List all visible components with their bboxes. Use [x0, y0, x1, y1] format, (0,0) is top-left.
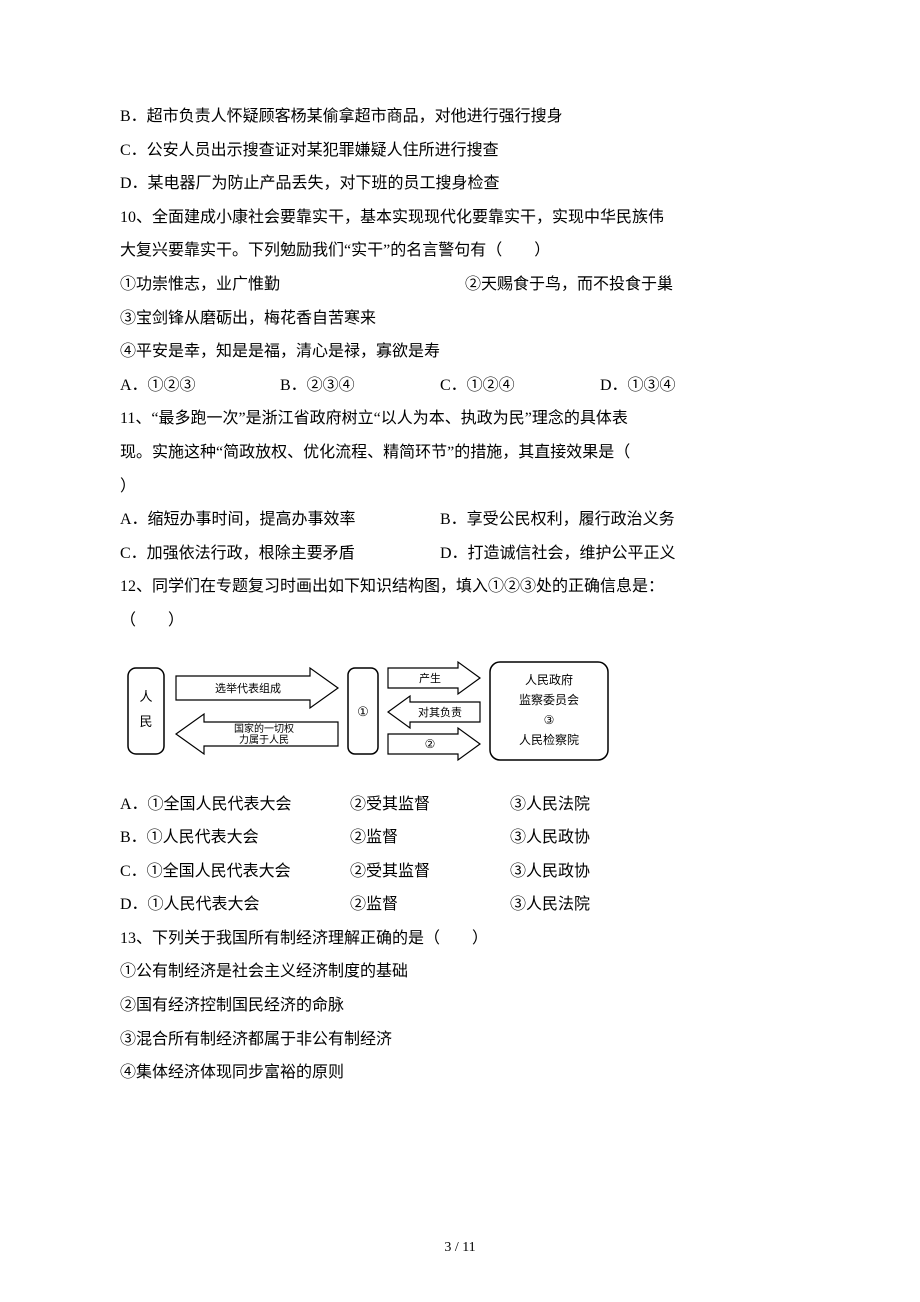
q12-c-col2: ②受其监督	[350, 855, 510, 889]
q11-option-c: C．加强依法行政，根除主要矛盾	[120, 537, 440, 571]
q9-option-c: C．公安人员出示搜查证对某犯罪嫌疑人住所进行搜查	[120, 134, 800, 168]
diagram-circle1: ①	[357, 704, 369, 719]
q11-stem-1: 11、“最多跑一次”是浙江省政府树立“以人为本、执政为民”理念的具体表	[120, 402, 800, 436]
diagram-circle3: ③	[544, 713, 555, 727]
q12-b-col3: ③人民政协	[510, 821, 710, 855]
diagram-people-2: 民	[139, 714, 152, 729]
diagram-circle2: ②	[425, 737, 436, 751]
q10-option-d: D．①③④	[600, 369, 760, 403]
q12-d-col3: ③人民法院	[510, 888, 710, 922]
q12-a-col2: ②受其监督	[350, 788, 510, 822]
q12-d-col2: ②监督	[350, 888, 510, 922]
q12-option-a: A．①全国人民代表大会 ②受其监督 ③人民法院	[120, 788, 800, 822]
q12-stem-1: 12、同学们在专题复习时画出如下知识结构图，填入①②③处的正确信息是：	[120, 570, 800, 604]
q12-diagram: 人 民 选举代表组成 国家的一切权 力属于人民 ① 产生 对其负责 ② 人民政府…	[120, 646, 800, 776]
diagram-supervise: 监察委员会	[519, 693, 579, 707]
q12-b-col2: ②监督	[350, 821, 510, 855]
q11-options-ab: A．缩短办事时间，提高办事效率 B．享受公民权利，履行政治义务	[120, 503, 800, 537]
q11-option-b: B．享受公民权利，履行政治义务	[440, 503, 760, 537]
q12-a-col1: A．①全国人民代表大会	[120, 788, 350, 822]
q11-option-a: A．缩短办事时间，提高办事效率	[120, 503, 440, 537]
q10-option-a: A．①②③	[120, 369, 280, 403]
q9-option-d: D．某电器厂为防止产品丢失，对下班的员工搜身检查	[120, 167, 800, 201]
q11-option-d: D．打造诚信社会，维护公平正义	[440, 537, 760, 571]
diagram-people-1: 人	[139, 689, 152, 704]
q10-stem-2: 大复兴要靠实干。下列勉励我们“实干”的名言警句有（ ）	[120, 234, 800, 268]
diagram-arrow-bottom-1: 国家的一切权	[234, 722, 294, 735]
q12-c-col1: C．①全国人民代表大会	[120, 855, 350, 889]
q12-option-d: D．①人民代表大会 ②监督 ③人民法院	[120, 888, 800, 922]
page-footer: 3 / 11	[0, 1233, 920, 1262]
q10-item-3: ③宝剑锋从磨砺出，梅花香自苦寒来	[120, 302, 800, 336]
q10-item-1: ①功崇惟志，业广惟勤	[120, 268, 465, 302]
q12-option-c: C．①全国人民代表大会 ②受其监督 ③人民政协	[120, 855, 800, 889]
q12-stem-2: （ ）	[120, 604, 800, 638]
diagram-produce: 产生	[419, 671, 441, 685]
q11-stem-2: 现。实施这种“简政放权、优化流程、精简环节”的措施，其直接效果是（	[120, 436, 800, 470]
diagram-procuratorate: 人民检察院	[519, 732, 579, 747]
diagram-responsible: 对其负责	[418, 705, 462, 719]
q12-b-col1: B．①人民代表大会	[120, 821, 350, 855]
q11-stem-3: ）	[120, 470, 800, 504]
q10-item-2: ②天赐食于鸟，而不投食于巢	[465, 268, 765, 302]
diagram-arrow-bottom-2: 力属于人民	[239, 733, 289, 746]
q10-option-b: B．②③④	[280, 369, 440, 403]
q10-items-12: ①功崇惟志，业广惟勤 ②天赐食于鸟，而不投食于巢	[120, 268, 800, 302]
q12-a-col3: ③人民法院	[510, 788, 710, 822]
q10-options: A．①②③ B．②③④ C．①②④ D．①③④	[120, 369, 800, 403]
diagram-gov: 人民政府	[525, 672, 573, 687]
q13-item-3: ③混合所有制经济都属于非公有制经济	[120, 1023, 800, 1057]
diagram-arrow-top-label: 选举代表组成	[215, 681, 281, 695]
q13-stem: 13、下列关于我国所有制经济理解正确的是（ ）	[120, 922, 800, 956]
q11-options-cd: C．加强依法行政，根除主要矛盾 D．打造诚信社会，维护公平正义	[120, 537, 800, 571]
q13-item-2: ②国有经济控制国民经济的命脉	[120, 989, 800, 1023]
q10-stem-1: 10、全面建成小康社会要靠实干，基本实现现代化要靠实干，实现中华民族伟	[120, 201, 800, 235]
q12-option-b: B．①人民代表大会 ②监督 ③人民政协	[120, 821, 800, 855]
q10-option-c: C．①②④	[440, 369, 600, 403]
q12-c-col3: ③人民政协	[510, 855, 710, 889]
q13-item-4: ④集体经济体现同步富裕的原则	[120, 1056, 800, 1090]
q12-d-col1: D．①人民代表大会	[120, 888, 350, 922]
q10-item-4: ④平安是幸，知是是福，清心是禄，寡欲是寿	[120, 335, 800, 369]
q13-item-1: ①公有制经济是社会主义经济制度的基础	[120, 955, 800, 989]
q9-option-b: B．超市负责人怀疑顾客杨某偷拿超市商品，对他进行强行搜身	[120, 100, 800, 134]
